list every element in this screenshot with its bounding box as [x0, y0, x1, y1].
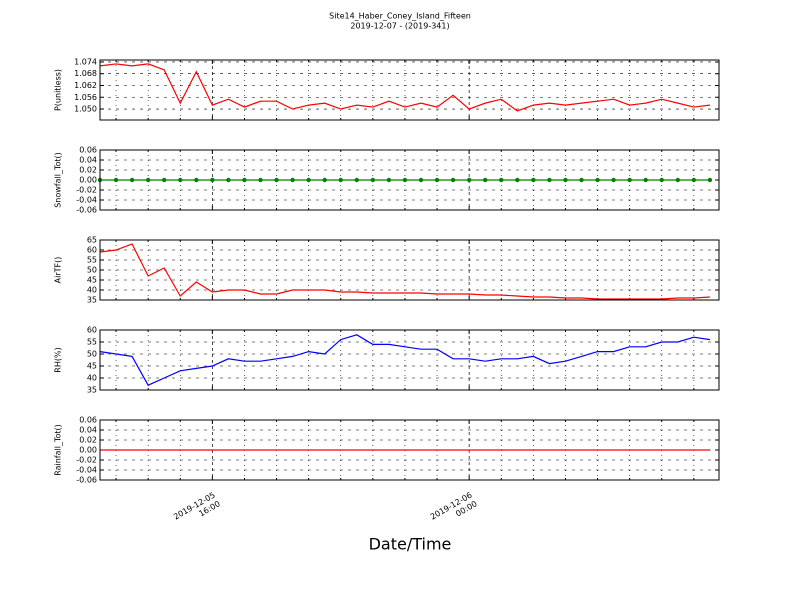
y-axis-label: Snowfall_Tot(): [54, 152, 63, 208]
y-tick-label: 65: [87, 236, 97, 245]
y-axis-label: Rainfall_Tot(): [54, 424, 63, 476]
data-point: [675, 177, 681, 183]
y-axis-label: AirTF(): [54, 257, 63, 284]
data-point: [242, 177, 247, 183]
y-axis-label: RH(%): [54, 347, 63, 372]
data-point: [563, 177, 568, 183]
data-point: [707, 177, 713, 183]
data-point: [145, 177, 151, 183]
data-point: [434, 177, 440, 183]
data-point: [483, 177, 488, 183]
y-tick-label: 1.056: [74, 93, 97, 102]
data-point: [611, 177, 616, 183]
data-point: [290, 177, 295, 183]
data-point: [595, 177, 600, 183]
data-point: [579, 177, 584, 183]
y-tick-label: 1.068: [74, 69, 97, 78]
data-point: [466, 177, 472, 183]
data-point: [643, 177, 648, 183]
data-line: [99, 334, 710, 386]
y-tick-label: -0.04: [76, 466, 97, 475]
y-tick-label: 50: [87, 350, 97, 359]
y-tick-label: 1.062: [74, 81, 97, 90]
y-tick-label: 45: [87, 276, 97, 285]
y-tick-label: 60: [87, 246, 97, 255]
data-point: [338, 177, 343, 183]
data-line: [99, 63, 710, 112]
y-tick-label: 60: [87, 326, 97, 335]
y-tick-label: 50: [87, 266, 97, 275]
y-tick-label: 55: [87, 256, 97, 265]
plot-frame: [99, 149, 720, 211]
data-point: [450, 177, 456, 183]
data-point: [370, 177, 376, 183]
y-tick-label: -0.06: [76, 476, 97, 485]
chart-title: Site14_Haber_Coney_Island_Fifteen: [329, 12, 471, 21]
data-point: [515, 177, 520, 183]
plot-frame: [99, 329, 720, 391]
y-tick-label: 40: [87, 286, 97, 295]
data-point: [178, 177, 183, 183]
y-tick-label: 0.06: [79, 416, 97, 425]
plot-frame: [99, 419, 720, 481]
x-tick-label: 2019-12-0516:00: [172, 490, 222, 530]
y-tick-label: 45: [87, 362, 97, 371]
data-line: [99, 243, 710, 300]
y-tick-label: 1.074: [74, 57, 97, 66]
x-axis-label: Date/Time: [369, 535, 452, 554]
y-tick-label: -0.06: [76, 206, 97, 215]
y-tick-label: -0.02: [76, 186, 97, 195]
y-tick-label: 0.04: [79, 426, 97, 435]
data-point: [547, 177, 552, 183]
chart-subtitle: 2019-12-07 - (2019-341): [350, 22, 449, 31]
data-point: [129, 177, 135, 183]
y-tick-label: -0.04: [76, 196, 97, 205]
x-tick-label: 2019-12-0600:00: [429, 490, 479, 530]
y-tick-label: -0.02: [76, 456, 97, 465]
data-point: [402, 177, 408, 183]
data-point: [691, 177, 697, 183]
data-point: [194, 177, 199, 183]
data-point: [306, 177, 311, 183]
y-tick-label: 55: [87, 338, 97, 347]
data-point: [354, 177, 360, 183]
y-tick-label: 0.00: [79, 176, 97, 185]
y-tick-label: 40: [87, 374, 97, 383]
data-point: [659, 177, 664, 183]
data-point: [113, 177, 119, 183]
data-point: [531, 177, 536, 183]
y-tick-label: 0.02: [79, 166, 97, 175]
data-point: [274, 177, 279, 183]
plot-frame: [99, 239, 720, 301]
data-point: [258, 177, 263, 183]
data-point: [210, 177, 215, 183]
y-axis-label: P(unitless): [54, 69, 63, 111]
data-point: [386, 177, 392, 183]
y-tick-label: 1.050: [74, 105, 97, 114]
data-point: [499, 177, 504, 183]
data-point: [162, 177, 167, 183]
data-point: [418, 177, 424, 183]
plot-frame: [99, 59, 720, 121]
y-tick-label: 0.00: [79, 446, 97, 455]
y-tick-label: 35: [87, 386, 97, 395]
y-tick-label: 0.02: [79, 436, 97, 445]
data-point: [627, 177, 632, 183]
y-tick-label: 0.06: [79, 146, 97, 155]
y-tick-label: 35: [87, 296, 97, 305]
y-tick-label: 0.04: [79, 156, 97, 165]
data-point: [322, 177, 327, 183]
data-point: [226, 177, 231, 183]
